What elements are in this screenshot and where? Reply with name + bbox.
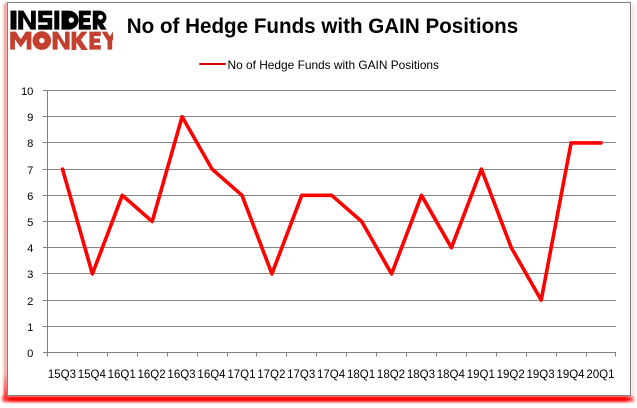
svg-text:17Q1: 17Q1 bbox=[227, 369, 255, 381]
svg-text:19Q2: 19Q2 bbox=[497, 369, 525, 381]
svg-text:16Q1: 16Q1 bbox=[108, 369, 136, 381]
svg-text:8: 8 bbox=[27, 138, 33, 150]
svg-text:20Q1: 20Q1 bbox=[586, 369, 614, 381]
svg-text:9: 9 bbox=[27, 112, 33, 124]
svg-text:5: 5 bbox=[27, 217, 33, 229]
svg-text:19Q3: 19Q3 bbox=[527, 369, 555, 381]
svg-text:16Q4: 16Q4 bbox=[197, 369, 226, 381]
svg-text:15Q4: 15Q4 bbox=[78, 369, 107, 381]
svg-text:17Q2: 17Q2 bbox=[257, 369, 285, 381]
svg-text:0: 0 bbox=[27, 348, 33, 360]
svg-text:17Q3: 17Q3 bbox=[287, 369, 315, 381]
svg-text:18Q3: 18Q3 bbox=[407, 369, 435, 381]
svg-text:3: 3 bbox=[27, 269, 33, 281]
svg-text:7: 7 bbox=[27, 165, 33, 177]
svg-text:17Q4: 17Q4 bbox=[317, 369, 346, 381]
svg-text:4: 4 bbox=[27, 243, 33, 255]
svg-text:19Q4: 19Q4 bbox=[556, 369, 585, 381]
svg-text:6: 6 bbox=[27, 191, 33, 203]
svg-text:18Q2: 18Q2 bbox=[377, 369, 405, 381]
svg-text:19Q1: 19Q1 bbox=[467, 369, 495, 381]
svg-text:10: 10 bbox=[21, 86, 33, 98]
svg-text:18Q1: 18Q1 bbox=[347, 369, 375, 381]
svg-text:16Q2: 16Q2 bbox=[138, 369, 166, 381]
svg-text:16Q3: 16Q3 bbox=[167, 369, 195, 381]
svg-text:18Q4: 18Q4 bbox=[437, 369, 466, 381]
svg-text:2: 2 bbox=[27, 296, 33, 308]
svg-text:15Q3: 15Q3 bbox=[48, 369, 76, 381]
svg-text:1: 1 bbox=[27, 322, 33, 334]
